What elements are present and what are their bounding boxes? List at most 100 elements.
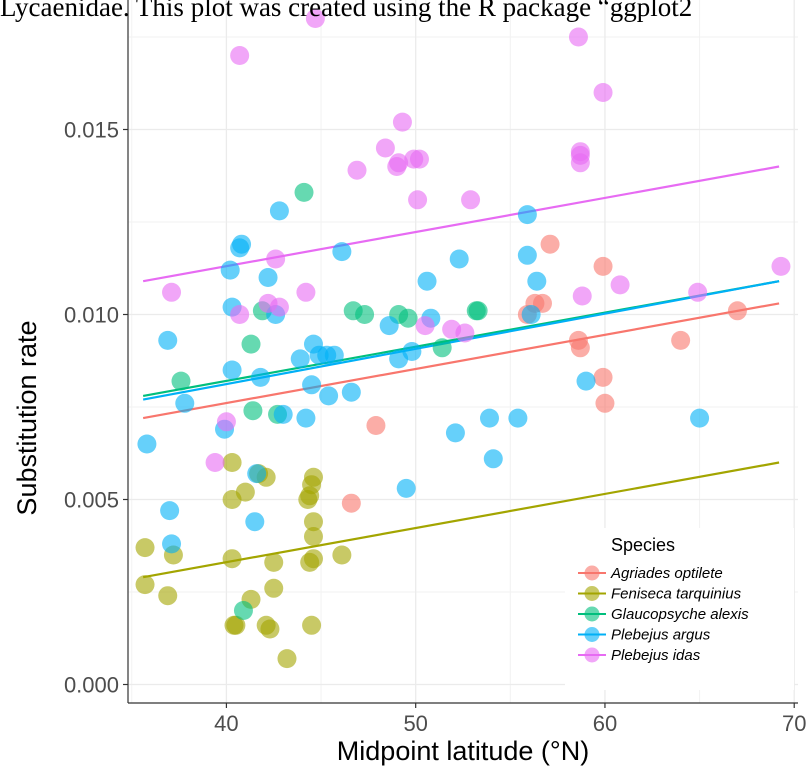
point-plebejus-argus xyxy=(332,242,352,262)
point-feniseca-tarquinius xyxy=(222,453,242,472)
point-agriades-optilete xyxy=(671,330,691,350)
point-glaucopsyche-alexis xyxy=(355,305,375,324)
point-plebejus-idas xyxy=(688,282,708,302)
point-plebejus-idas xyxy=(375,138,395,158)
point-feniseca-tarquinius xyxy=(302,615,322,635)
point-plebejus-idas xyxy=(230,46,250,65)
point-plebejus-idas xyxy=(296,282,316,302)
point-plebejus-argus xyxy=(222,360,242,380)
point-plebejus-idas xyxy=(305,9,325,28)
point-plebejus-argus xyxy=(690,408,710,428)
point-feniseca-tarquinius xyxy=(264,578,284,598)
point-plebejus-argus xyxy=(417,271,437,291)
point-agriades-optilete xyxy=(341,493,361,513)
point-agriades-optilete xyxy=(540,234,560,254)
point-plebejus-idas xyxy=(593,83,613,102)
legend-label-feniseca-tarquinius: Feniseca tarquinius xyxy=(611,586,742,603)
point-agriades-optilete xyxy=(366,416,386,435)
point-plebejus-idas xyxy=(230,305,250,324)
x-tick-label: 70 xyxy=(782,711,806,736)
point-plebejus-idas xyxy=(389,153,409,173)
point-feniseca-tarquinius xyxy=(303,467,323,487)
point-feniseca-tarquinius xyxy=(332,545,352,565)
point-plebejus-argus xyxy=(449,249,469,269)
point-plebejus-argus xyxy=(319,386,339,406)
point-plebejus-argus xyxy=(137,434,157,454)
point-plebejus-idas xyxy=(162,282,182,302)
point-plebejus-argus xyxy=(479,408,499,428)
x-tick-label: 60 xyxy=(593,711,617,736)
point-plebejus-argus xyxy=(250,367,270,387)
point-plebejus-idas xyxy=(461,190,481,210)
point-plebejus-argus xyxy=(158,330,178,350)
point-glaucopsyche-alexis xyxy=(294,182,314,202)
point-glaucopsyche-alexis xyxy=(398,308,418,328)
point-plebejus-idas xyxy=(392,112,412,132)
point-plebejus-argus xyxy=(517,245,537,265)
point-plebejus-idas xyxy=(568,27,588,47)
legend: Species Agriades optilete Feniseca tarqui… xyxy=(565,528,794,690)
legend-items: Agriades optilete Feniseca tarquinius Glau… xyxy=(578,565,749,664)
y-tick-label: 0.010 xyxy=(64,303,119,328)
point-plebejus-argus xyxy=(527,271,547,291)
point-plebejus-argus xyxy=(220,260,240,280)
point-plebejus-argus xyxy=(576,371,596,391)
point-glaucopsyche-alexis xyxy=(171,371,191,391)
point-plebejus-argus xyxy=(508,408,528,428)
point-feniseca-tarquinius xyxy=(277,649,297,669)
point-plebejus-idas xyxy=(610,275,630,295)
point-plebejus-idas xyxy=(266,249,286,269)
point-plebejus-argus xyxy=(175,393,195,413)
point-feniseca-tarquinius xyxy=(235,482,255,502)
point-feniseca-tarquinius xyxy=(264,552,284,572)
y-tick-label: 0.000 xyxy=(64,673,119,698)
trend-line-feniseca-tarquinius xyxy=(142,461,780,579)
point-plebejus-argus xyxy=(258,268,278,287)
point-plebejus-idas xyxy=(771,256,791,276)
point-plebejus-argus xyxy=(269,201,289,221)
point-feniseca-tarquinius xyxy=(300,552,320,572)
axes: 40 50 60 70 0.000 0.005 0.010 0.015 xyxy=(64,0,806,736)
point-plebejus-argus xyxy=(247,464,267,484)
x-tick-label: 40 xyxy=(214,711,238,736)
point-plebejus-idas xyxy=(570,145,590,165)
point-agriades-optilete xyxy=(593,256,613,276)
x-tick-label: 50 xyxy=(403,711,427,736)
point-feniseca-tarquinius xyxy=(158,586,178,606)
point-agriades-optilete xyxy=(570,338,590,358)
point-plebejus-argus xyxy=(232,234,252,254)
point-feniseca-tarquinius xyxy=(135,538,155,558)
point-feniseca-tarquinius xyxy=(303,512,323,532)
y-axis-title: Substitution rate xyxy=(12,320,42,515)
point-feniseca-tarquinius xyxy=(135,575,155,595)
point-plebejus-argus xyxy=(341,382,361,402)
point-feniseca-tarquinius xyxy=(303,527,323,546)
legend-background xyxy=(565,528,794,690)
point-plebejus-argus xyxy=(445,423,465,443)
legend-title: Species xyxy=(611,535,675,555)
point-plebejus-argus xyxy=(162,534,182,554)
data-points xyxy=(135,9,791,669)
x-axis-title: Midpoint latitude (°N) xyxy=(337,736,589,766)
y-tick-label: 0.005 xyxy=(64,488,119,513)
point-plebejus-argus xyxy=(160,501,180,521)
figure-caption: Lycaenidae. This plot was created using … xyxy=(0,0,693,22)
point-glaucopsyche-alexis xyxy=(432,338,452,358)
point-plebejus-argus xyxy=(296,408,316,428)
point-plebejus-argus xyxy=(302,375,322,395)
point-plebejus-argus xyxy=(379,316,399,336)
point-plebejus-argus xyxy=(290,349,310,369)
point-plebejus-argus xyxy=(521,305,541,324)
point-plebejus-argus xyxy=(324,345,344,365)
legend-label-glaucopsyche-alexis: Glaucopsyche alexis xyxy=(611,606,749,623)
point-feniseca-tarquinius xyxy=(260,619,280,639)
point-plebejus-idas xyxy=(205,453,225,472)
point-feniseca-tarquinius xyxy=(226,615,246,635)
point-plebejus-argus xyxy=(396,478,416,498)
point-plebejus-idas xyxy=(409,149,429,169)
point-plebejus-idas xyxy=(347,160,367,180)
point-plebejus-idas xyxy=(269,297,289,317)
point-plebejus-argus xyxy=(402,342,422,361)
point-plebejus-argus xyxy=(517,205,537,225)
